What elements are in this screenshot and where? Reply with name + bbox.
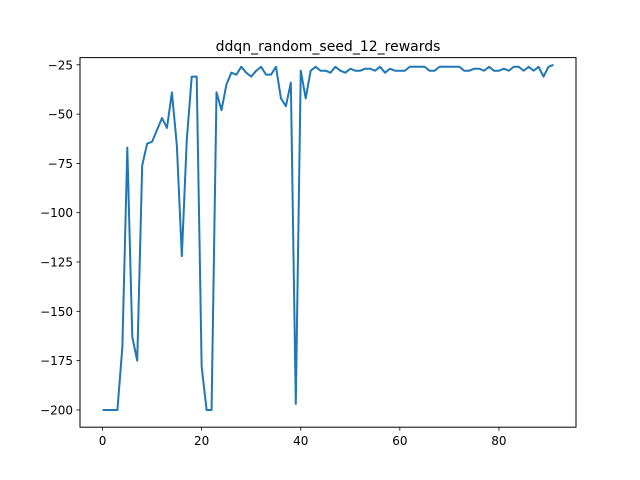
x-tick-label: 40 xyxy=(293,434,308,448)
y-tick-label: −150 xyxy=(40,305,73,319)
x-tick-label: 0 xyxy=(99,434,107,448)
x-tick-label: 60 xyxy=(392,434,407,448)
y-tick-label: −100 xyxy=(40,206,73,220)
x-tick-label: 80 xyxy=(491,434,506,448)
plot-area xyxy=(102,63,554,411)
y-tick-label: −200 xyxy=(40,403,73,417)
y-tick-label: −50 xyxy=(48,108,73,122)
axes-frame xyxy=(79,57,577,428)
y-tick-label: −25 xyxy=(48,58,73,72)
y-tick-label: −125 xyxy=(40,256,73,270)
x-tick-label: 20 xyxy=(194,434,209,448)
y-tick-label: −75 xyxy=(48,157,73,171)
y-tick-label: −175 xyxy=(40,354,73,368)
chart-title: ddqn_random_seed_12_rewards xyxy=(216,39,441,55)
series-line xyxy=(102,63,554,411)
axis-ticks: 0 20 40 60 80 −200 −175 −150 −125 −100 −75 −50 −25 xyxy=(40,58,507,448)
